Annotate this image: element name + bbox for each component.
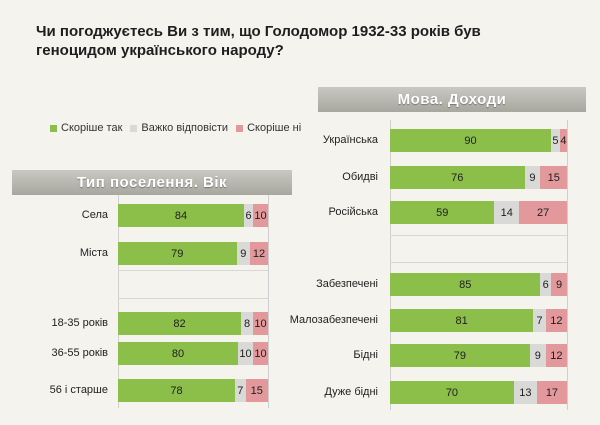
legend-label: Важко відповісти bbox=[141, 122, 229, 134]
category-label: 36-55 років bbox=[51, 347, 108, 359]
grid-line bbox=[118, 195, 119, 408]
legend-label: Скоріше ні bbox=[247, 122, 302, 134]
category-label: Російська bbox=[328, 206, 378, 218]
page-title: Чи погоджуєтесь Ви з тим, що Голодомор 1… bbox=[36, 23, 481, 59]
panel-header-language-income: Мова. Доходи bbox=[318, 87, 586, 112]
legend-item-no: Скоріше ні bbox=[236, 122, 301, 134]
bar-segment-no: 9 bbox=[551, 273, 567, 296]
bar-segment-hard: 10 bbox=[238, 342, 253, 365]
bar-segment-yes: 70 bbox=[390, 381, 514, 404]
legend-swatch bbox=[130, 124, 138, 132]
bar-segment-no: 15 bbox=[245, 379, 268, 402]
category-label: Українська bbox=[322, 134, 378, 146]
bar-segment-no: 27 bbox=[519, 201, 567, 224]
legend-swatch bbox=[50, 124, 57, 132]
bar-segment-hard: 7 bbox=[235, 379, 246, 402]
bar-segment-yes: 90 bbox=[390, 129, 551, 152]
bar-segment-hard: 8 bbox=[241, 312, 253, 335]
legend-item-yes: Скоріше так bbox=[50, 122, 122, 134]
grid-line bbox=[268, 195, 269, 408]
bar-segment-hard: 7 bbox=[533, 309, 546, 332]
bar-segment-yes: 59 bbox=[390, 201, 495, 224]
bar-segment-yes: 81 bbox=[390, 309, 534, 332]
legend-label: Скоріше так bbox=[61, 122, 123, 134]
bar-segment-hard: 9 bbox=[524, 166, 541, 189]
grid-line bbox=[390, 120, 391, 410]
bar-segment-hard: 14 bbox=[494, 201, 520, 224]
bar-segment-yes: 82 bbox=[118, 312, 241, 335]
bar-segment-yes: 76 bbox=[390, 166, 525, 189]
bar-segment-yes: 78 bbox=[118, 379, 235, 402]
category-label: Міста bbox=[79, 247, 108, 259]
bar-segment-yes: 79 bbox=[390, 344, 530, 367]
category-label: 56 і старше bbox=[49, 384, 108, 396]
category-label: Обидві bbox=[342, 171, 378, 183]
grid-line bbox=[567, 120, 568, 410]
divider bbox=[118, 298, 268, 299]
bar-segment-no: 15 bbox=[540, 166, 567, 189]
bar-segment-yes: 84 bbox=[118, 204, 244, 227]
bar-segment-hard: 6 bbox=[244, 204, 253, 227]
bar-segment-no: 10 bbox=[253, 342, 268, 365]
bar-segment-no: 12 bbox=[545, 344, 567, 367]
category-label: Забезпечені bbox=[316, 278, 378, 290]
bar-segment-yes: 85 bbox=[390, 273, 541, 296]
category-label: 18-35 років bbox=[51, 317, 108, 329]
bar-segment-no: 12 bbox=[545, 309, 567, 332]
bar-segment-yes: 79 bbox=[118, 242, 237, 265]
bar-segment-hard: 9 bbox=[236, 242, 250, 265]
bar-segment-yes: 80 bbox=[118, 342, 238, 365]
category-label: Бідні bbox=[353, 349, 378, 361]
bar-segment-no: 10 bbox=[253, 204, 268, 227]
bar-segment-no: 10 bbox=[253, 312, 268, 335]
divider bbox=[390, 262, 567, 263]
legend-item-hard: Важко відповісти bbox=[130, 122, 228, 134]
divider bbox=[118, 270, 268, 271]
bar-segment-hard: 5 bbox=[550, 129, 560, 152]
bar-segment-hard: 6 bbox=[540, 273, 552, 296]
panel-header-settlement-age: Тип поселення. Вік bbox=[12, 170, 292, 195]
category-label: Малозабезпечені bbox=[289, 314, 378, 326]
divider bbox=[390, 235, 567, 236]
bar-segment-hard: 13 bbox=[513, 381, 537, 404]
category-label: Села bbox=[81, 209, 108, 221]
legend: Скоріше так Важко відповісти Скоріше ні bbox=[50, 122, 301, 134]
bar-segment-no: 12 bbox=[250, 242, 268, 265]
bar-segment-no: 4 bbox=[559, 129, 567, 152]
legend-swatch bbox=[236, 124, 244, 132]
bar-segment-no: 17 bbox=[536, 381, 567, 404]
bar-segment-hard: 9 bbox=[529, 344, 546, 367]
category-label: Дуже бідні bbox=[324, 386, 378, 398]
